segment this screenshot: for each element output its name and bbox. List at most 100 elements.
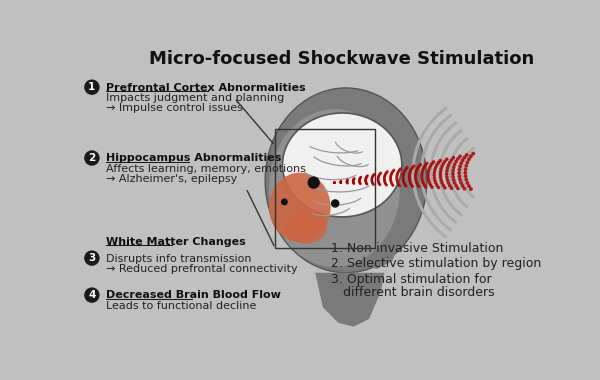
Text: 3. Optimal stimulation for: 3. Optimal stimulation for	[331, 273, 491, 286]
Circle shape	[333, 182, 335, 184]
Circle shape	[281, 198, 288, 205]
Circle shape	[358, 181, 361, 184]
Circle shape	[340, 180, 342, 183]
Circle shape	[371, 180, 373, 183]
Circle shape	[352, 179, 355, 181]
Circle shape	[415, 179, 418, 182]
Circle shape	[414, 175, 417, 178]
Circle shape	[365, 183, 368, 185]
Circle shape	[414, 177, 417, 180]
Circle shape	[439, 176, 442, 179]
Circle shape	[365, 176, 368, 178]
Circle shape	[372, 174, 375, 176]
Circle shape	[467, 157, 471, 161]
Circle shape	[340, 181, 342, 184]
Circle shape	[383, 181, 386, 184]
Text: 3: 3	[88, 253, 95, 263]
Circle shape	[333, 182, 335, 184]
Circle shape	[443, 160, 447, 163]
Ellipse shape	[285, 209, 327, 244]
Circle shape	[428, 181, 431, 185]
Circle shape	[340, 180, 342, 182]
Circle shape	[427, 171, 430, 175]
Circle shape	[433, 173, 436, 177]
Circle shape	[392, 169, 395, 172]
Circle shape	[442, 162, 445, 165]
Circle shape	[445, 157, 449, 161]
Circle shape	[429, 164, 432, 168]
Circle shape	[377, 180, 380, 183]
Circle shape	[445, 172, 448, 176]
Circle shape	[416, 166, 419, 170]
Circle shape	[358, 178, 361, 181]
Text: Disrupts info transmission: Disrupts info transmission	[106, 253, 251, 263]
Circle shape	[340, 180, 342, 183]
Circle shape	[467, 184, 471, 188]
Circle shape	[333, 182, 335, 184]
Circle shape	[353, 177, 356, 180]
Circle shape	[391, 184, 394, 187]
Circle shape	[346, 182, 349, 184]
Circle shape	[396, 181, 399, 184]
Circle shape	[377, 176, 380, 178]
Circle shape	[365, 175, 368, 178]
Circle shape	[395, 175, 398, 178]
Circle shape	[389, 180, 392, 183]
Circle shape	[425, 162, 428, 165]
Circle shape	[340, 181, 342, 184]
Circle shape	[452, 156, 455, 160]
Circle shape	[353, 182, 355, 185]
Circle shape	[443, 186, 447, 190]
Circle shape	[391, 171, 394, 174]
Circle shape	[396, 171, 399, 174]
Circle shape	[340, 182, 342, 184]
Circle shape	[364, 178, 367, 181]
Circle shape	[463, 187, 466, 191]
Circle shape	[457, 168, 461, 172]
Circle shape	[364, 179, 367, 182]
Circle shape	[358, 181, 361, 184]
Circle shape	[408, 177, 411, 180]
Circle shape	[377, 177, 380, 180]
Ellipse shape	[265, 88, 427, 273]
Circle shape	[433, 179, 437, 182]
Circle shape	[424, 185, 427, 188]
Circle shape	[371, 177, 373, 180]
Circle shape	[371, 174, 374, 177]
Circle shape	[402, 172, 405, 175]
Circle shape	[453, 162, 457, 166]
Circle shape	[333, 182, 335, 184]
Circle shape	[452, 165, 455, 169]
Circle shape	[440, 181, 444, 185]
Circle shape	[412, 165, 415, 168]
Circle shape	[333, 182, 335, 184]
Circle shape	[383, 180, 386, 183]
Text: Affects learning, memory, emotions: Affects learning, memory, emotions	[106, 164, 305, 174]
Circle shape	[403, 183, 406, 186]
Circle shape	[411, 166, 414, 169]
Circle shape	[383, 173, 386, 176]
Circle shape	[331, 199, 340, 208]
Circle shape	[365, 176, 367, 179]
Circle shape	[449, 186, 453, 190]
Circle shape	[352, 178, 355, 180]
Circle shape	[377, 179, 380, 182]
Circle shape	[449, 158, 453, 162]
Circle shape	[448, 161, 452, 164]
Circle shape	[452, 178, 455, 182]
Circle shape	[307, 176, 320, 189]
Circle shape	[465, 153, 469, 157]
Circle shape	[370, 179, 373, 181]
Circle shape	[429, 184, 432, 187]
Circle shape	[395, 180, 399, 183]
Circle shape	[401, 174, 404, 177]
Text: → Alzheimer's, epilepsy: → Alzheimer's, epilepsy	[106, 174, 237, 184]
Circle shape	[84, 287, 100, 303]
Circle shape	[469, 187, 473, 191]
Circle shape	[346, 179, 349, 181]
Circle shape	[340, 181, 342, 183]
Circle shape	[404, 184, 407, 188]
Circle shape	[446, 181, 450, 185]
Circle shape	[352, 181, 355, 184]
Circle shape	[464, 178, 468, 182]
